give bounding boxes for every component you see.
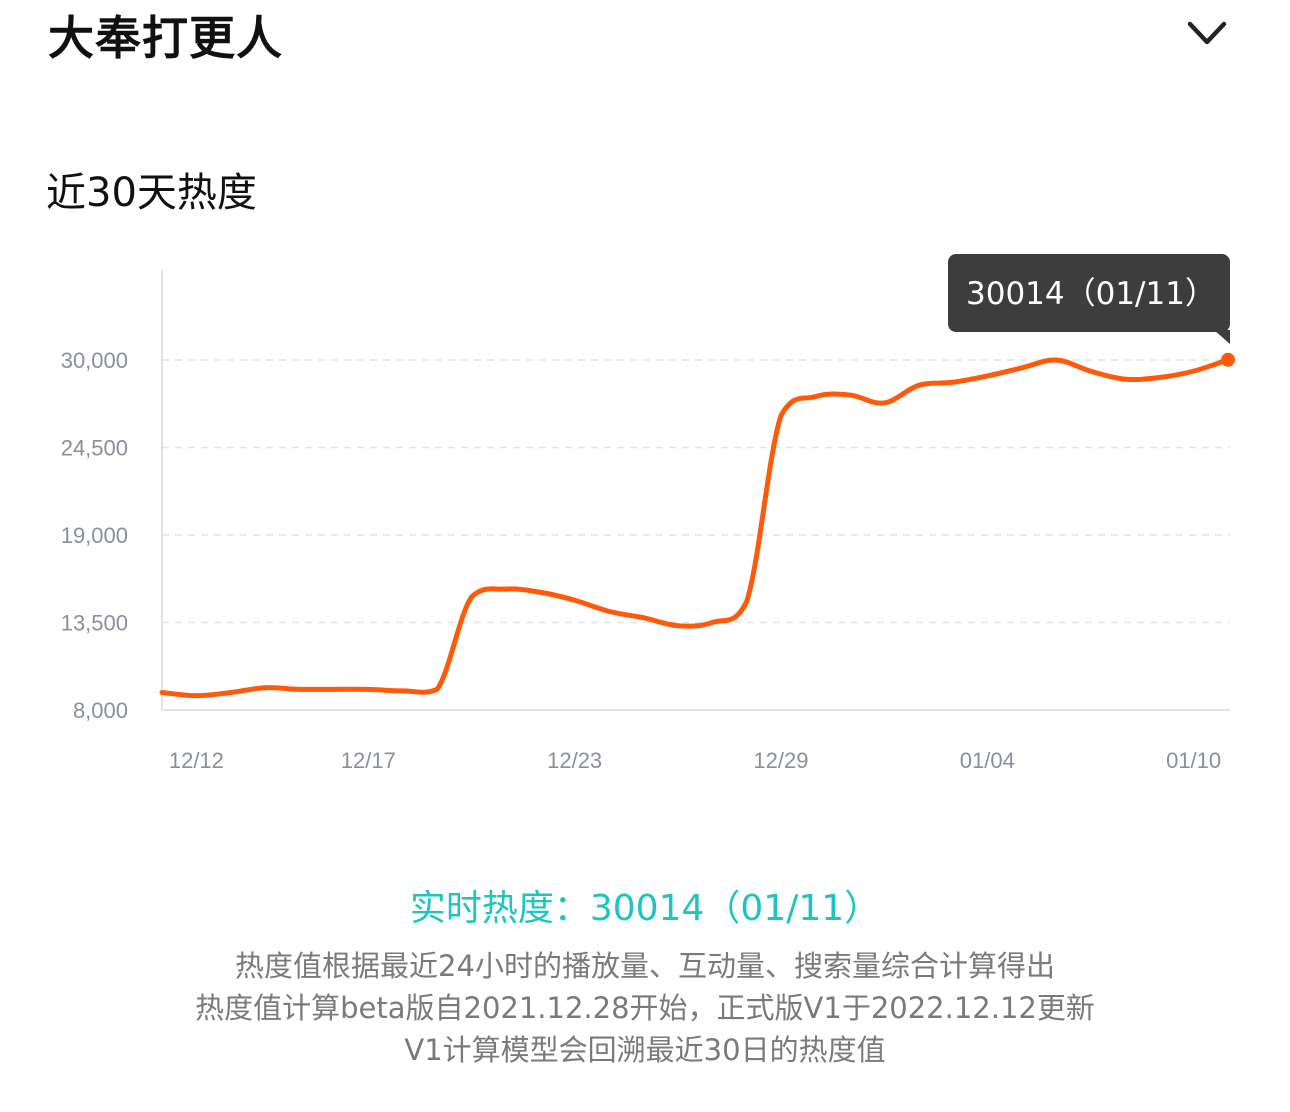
y-tick-label: 19,000 [61,523,128,548]
heat-line-chart: 30,000 24,500 19,000 13,500 8,000 12/12 12/17 1… [61,254,1235,773]
tooltip-pointer [1214,330,1230,344]
x-tick-label: 12/17 [341,748,396,773]
x-tick-label: 12/29 [753,748,808,773]
footer-note-2: 热度值计算beta版自2021.12.28开始，正式版V1于2022.12.12… [195,991,1095,1025]
header: 大奉打更人 [0,0,1290,80]
tooltip-text: 30014（01/11） [966,276,1216,312]
page-title: 大奉打更人 [48,11,283,65]
footer: 实时热度：30014（01/11） 热度值根据最近24小时的播放量、互动量、搜索… [0,885,1290,1071]
x-tick-label: 12/12 [169,748,224,773]
realtime-heat: 实时热度：30014（01/11） [409,888,881,929]
y-tick-label: 30,000 [61,348,128,373]
current-point [1221,352,1235,367]
chevron-down-icon[interactable] [1182,14,1232,54]
x-tick-label: 01/04 [960,748,1015,773]
y-tick-label: 13,500 [61,611,128,636]
y-tick-label: 24,500 [61,436,128,461]
y-tick-label: 8,000 [73,698,128,723]
tooltip-box [948,254,1230,332]
heat-chart: 30,000 24,500 19,000 13,500 8,000 12/12 12/17 1… [0,240,1290,800]
x-tick-label: 12/23 [547,748,602,773]
footer-note-1: 热度值根据最近24小时的播放量、互动量、搜索量综合计算得出 [235,949,1055,983]
footer-note-3: V1计算模型会回溯最近30日的热度值 [404,1033,886,1067]
section-title: 近30天热度 [46,170,257,216]
x-tick-label: 01/10 [1166,748,1221,773]
series-line [159,357,1231,699]
